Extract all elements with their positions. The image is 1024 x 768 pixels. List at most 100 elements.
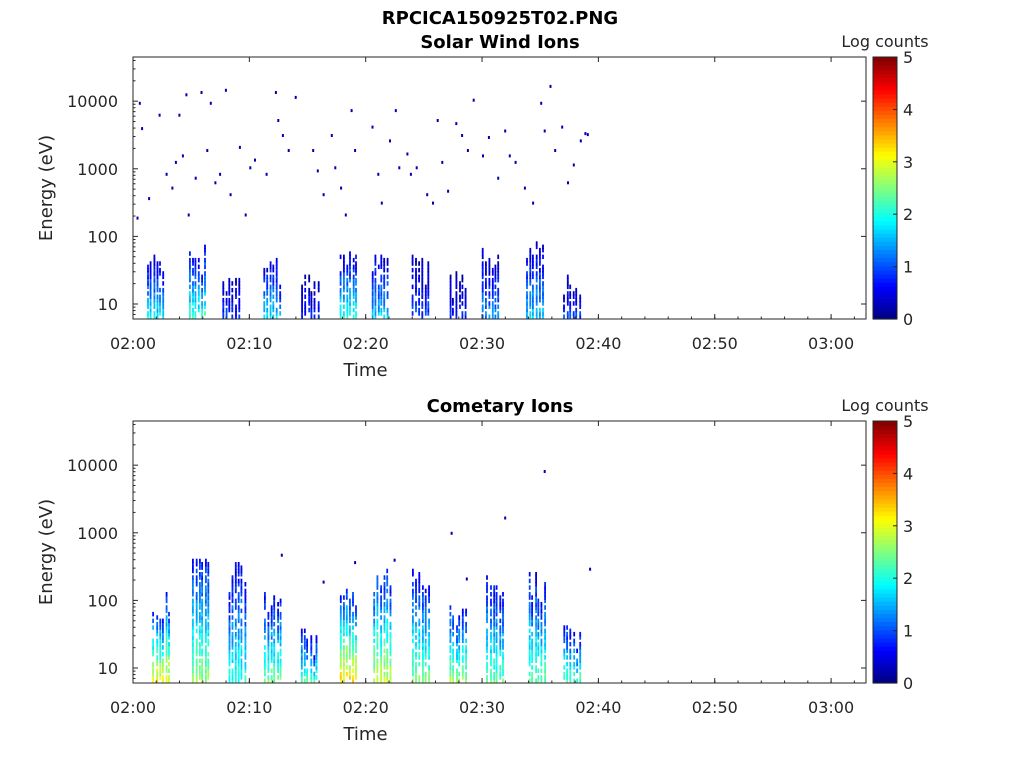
heatmap-cell xyxy=(310,291,313,296)
heatmap-cell xyxy=(422,671,424,677)
heatmap-cell xyxy=(461,671,464,677)
heatmap-cell xyxy=(240,568,243,574)
heatmap-cell xyxy=(228,678,231,683)
heatmap-cell xyxy=(153,301,156,306)
heatmap-point xyxy=(136,216,139,220)
heatmap-cell xyxy=(383,294,386,299)
heatmap-cell xyxy=(205,625,207,630)
heatmap-cell xyxy=(201,668,203,673)
heatmap-cell xyxy=(421,274,424,280)
heatmap-cell xyxy=(540,645,543,650)
heatmap-cell xyxy=(264,645,266,650)
heatmap-cell xyxy=(153,284,156,290)
heatmap-cell xyxy=(349,641,351,647)
heatmap-cell xyxy=(231,307,234,313)
heatmap-cell xyxy=(491,307,494,313)
heatmap-cell xyxy=(383,621,386,627)
heatmap-point xyxy=(354,561,357,565)
heatmap-cell xyxy=(422,611,424,617)
heatmap-cell xyxy=(539,307,541,313)
heatmap-cell xyxy=(386,625,389,630)
heatmap-cell xyxy=(152,625,154,630)
heatmap-cell xyxy=(237,562,240,567)
heatmap-cell xyxy=(199,562,201,567)
colorbar-tick-label: 2 xyxy=(903,205,913,224)
heatmap-cell xyxy=(349,602,351,607)
heatmap-cell xyxy=(542,311,544,316)
heatmap-cell xyxy=(343,287,345,293)
heatmap-cell xyxy=(494,267,497,273)
heatmap-cell xyxy=(532,264,534,270)
heatmap-cell xyxy=(277,655,279,660)
heatmap-cell xyxy=(165,618,168,624)
heatmap-cell xyxy=(540,678,543,683)
heatmap-cell xyxy=(494,304,497,309)
heatmap-cell xyxy=(313,307,316,313)
heatmap-cell xyxy=(204,251,206,256)
heatmap-cell xyxy=(237,582,240,587)
heatmap-cell xyxy=(228,592,231,597)
heatmap-cell xyxy=(199,582,201,587)
heatmap-cell xyxy=(461,625,464,630)
heatmap-cell xyxy=(418,301,420,306)
heatmap-cell xyxy=(272,284,275,290)
heatmap-cell xyxy=(349,615,351,620)
heatmap-cell xyxy=(263,301,266,306)
heatmap-cell xyxy=(499,665,502,670)
heatmap-cell xyxy=(349,611,351,617)
heatmap-cell xyxy=(205,628,207,634)
heatmap-cell xyxy=(222,301,225,306)
heatmap-cell xyxy=(566,671,568,677)
heatmap-point xyxy=(415,166,418,170)
heatmap-cell xyxy=(389,625,392,630)
heatmap-cell xyxy=(266,314,269,319)
chart-panel-cometary: Cometary Ions Log counts 02:00 02:10 02:20… xyxy=(36,396,929,745)
heatmap-cell xyxy=(153,304,156,309)
heatmap-cell xyxy=(231,588,234,594)
heatmap-cell xyxy=(277,638,279,644)
heatmap-cell xyxy=(493,645,496,650)
heatmap-cell xyxy=(192,311,194,316)
heatmap-cell xyxy=(352,284,355,290)
heatmap-cell xyxy=(192,661,194,667)
heatmap-cell xyxy=(415,281,417,286)
heatmap-cell xyxy=(495,618,498,624)
heatmap-cell xyxy=(415,635,417,640)
colorbar-segment xyxy=(873,114,897,119)
heatmap-cell xyxy=(159,648,162,654)
heatmap-cell xyxy=(165,608,168,614)
colorbar-segment xyxy=(873,261,897,267)
heatmap-cell xyxy=(197,304,200,309)
colorbar-segment xyxy=(873,228,897,234)
heatmap-cell xyxy=(386,638,389,644)
heatmap-cell xyxy=(412,588,414,594)
heatmap-cell xyxy=(572,294,575,299)
heatmap-cell xyxy=(497,314,500,319)
heatmap-cell xyxy=(189,301,191,306)
heatmap-cell xyxy=(380,307,383,313)
heatmap-cell xyxy=(421,294,424,299)
heatmap-cell xyxy=(244,675,247,680)
heatmap-cell xyxy=(267,635,270,640)
heatmap-cell xyxy=(383,301,386,306)
heatmap-cell xyxy=(424,307,427,313)
heatmap-cell xyxy=(303,655,306,660)
heatmap-cell xyxy=(237,568,240,574)
heatmap-cell xyxy=(490,658,492,663)
heatmap-cell xyxy=(264,628,266,634)
heatmap-cell xyxy=(529,257,532,263)
colorbar-segment xyxy=(873,441,897,447)
heatmap-cell xyxy=(373,621,376,627)
heatmap-cell xyxy=(156,631,159,637)
heatmap-cell xyxy=(493,658,496,663)
heatmap-cell xyxy=(455,307,458,313)
heatmap-cell xyxy=(373,608,376,614)
heatmap-cell xyxy=(267,661,270,667)
heatmap-cell xyxy=(199,675,201,680)
heatmap-cell xyxy=(269,314,272,319)
heatmap-cell xyxy=(386,628,389,634)
colorbar-segment xyxy=(873,654,897,660)
heatmap-cell xyxy=(371,287,374,293)
colorbar-segment xyxy=(873,122,897,128)
heatmap-cell xyxy=(493,638,496,644)
